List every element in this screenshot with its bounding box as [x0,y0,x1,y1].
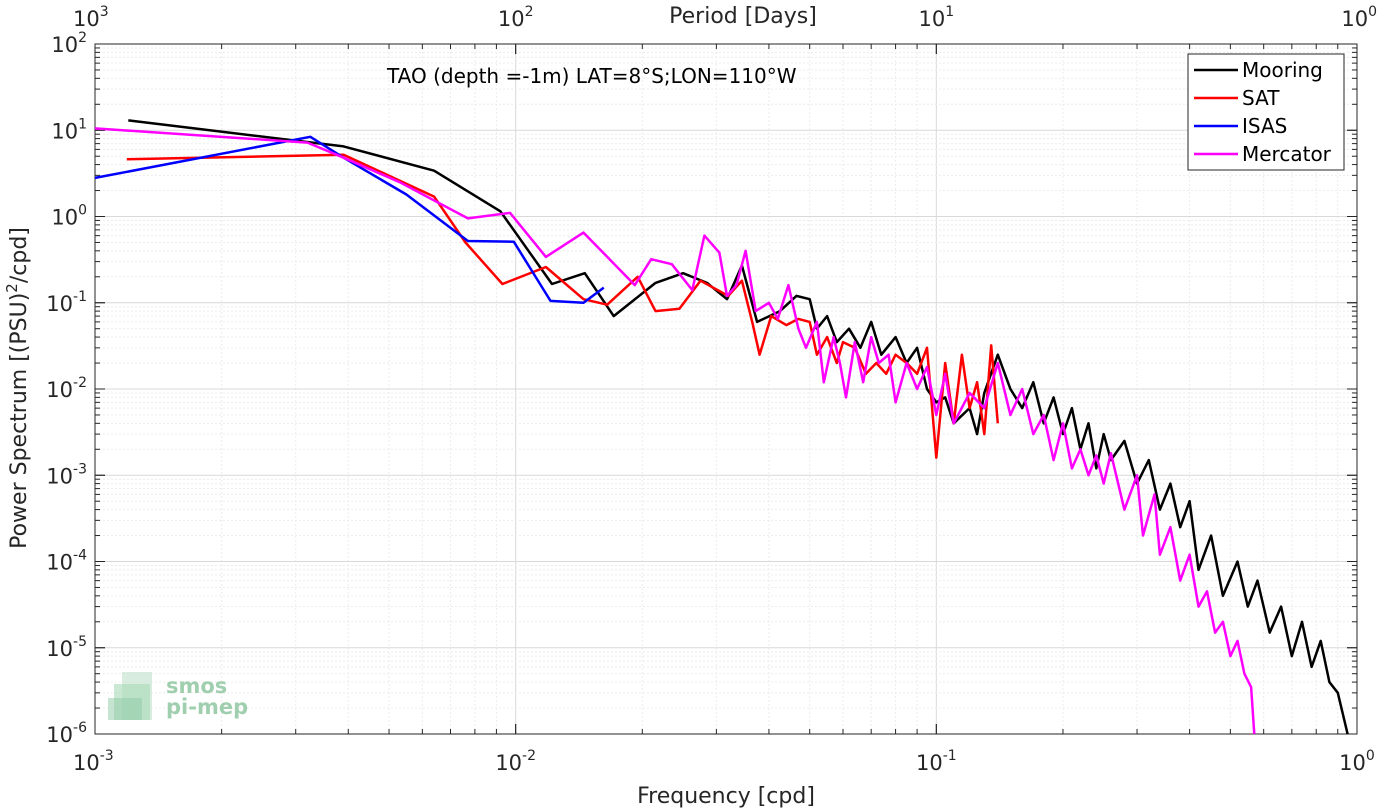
y-axis-title-sup: 2 [3,283,21,293]
series-line-mooring [128,119,1349,735]
legend-label-sat: SAT [1242,86,1280,110]
top-tick-label: 101 [919,4,955,31]
grid [95,44,1357,734]
y-tick-label: 10-2 [46,375,87,402]
y-tick-label: 10-6 [46,720,87,747]
x-tick-label: 10-3 [73,748,114,775]
y-axis-title: Power Spectrum [(PSU)2/cpd] [3,227,32,549]
y-axis-title-main: Power Spectrum [(PSU) [7,293,32,549]
y-tick-label: 100 [51,203,87,230]
smos-pi-mep-logo: smos pi-mep [108,672,248,720]
series-lines [94,119,1349,735]
y-tick-label: 101 [51,116,87,143]
y-axis-title-tail: /cpd] [7,227,32,283]
y-tick-label: 10-5 [46,634,87,661]
y-tick-label: 10-3 [46,461,87,488]
logo-line-1: smos [166,674,227,698]
y-tick-label: 102 [51,30,87,57]
x-tick-label: 10-1 [916,748,957,775]
legend: Mooring SAT ISAS Mercator [1187,53,1345,171]
y-tick-label: 10-4 [46,548,87,575]
x-tick-label: 100 [1339,748,1375,775]
top-axis-title: Period [Days] [669,4,817,29]
axis-ticks [94,43,1358,735]
legend-label-isas: ISAS [1242,114,1287,138]
chart-title: TAO (depth =-1m) LAT=8°S;LON=110°W [386,64,797,88]
y-tick-label: 10-1 [46,289,87,316]
series-line-mercator [94,127,1256,735]
series-line-isas [94,135,605,305]
x-axis-title: Frequency [cpd] [637,784,815,809]
legend-label-mercator: Mercator [1242,142,1332,166]
legend-label-mooring: Mooring [1242,58,1323,82]
x-tick-label: 10-2 [495,748,536,775]
top-tick-label: 102 [498,4,534,31]
top-tick-label: 103 [73,4,109,31]
logo-line-2: pi-mep [166,695,248,719]
top-tick-label: 100 [1341,4,1377,31]
legend-box [1187,53,1345,171]
